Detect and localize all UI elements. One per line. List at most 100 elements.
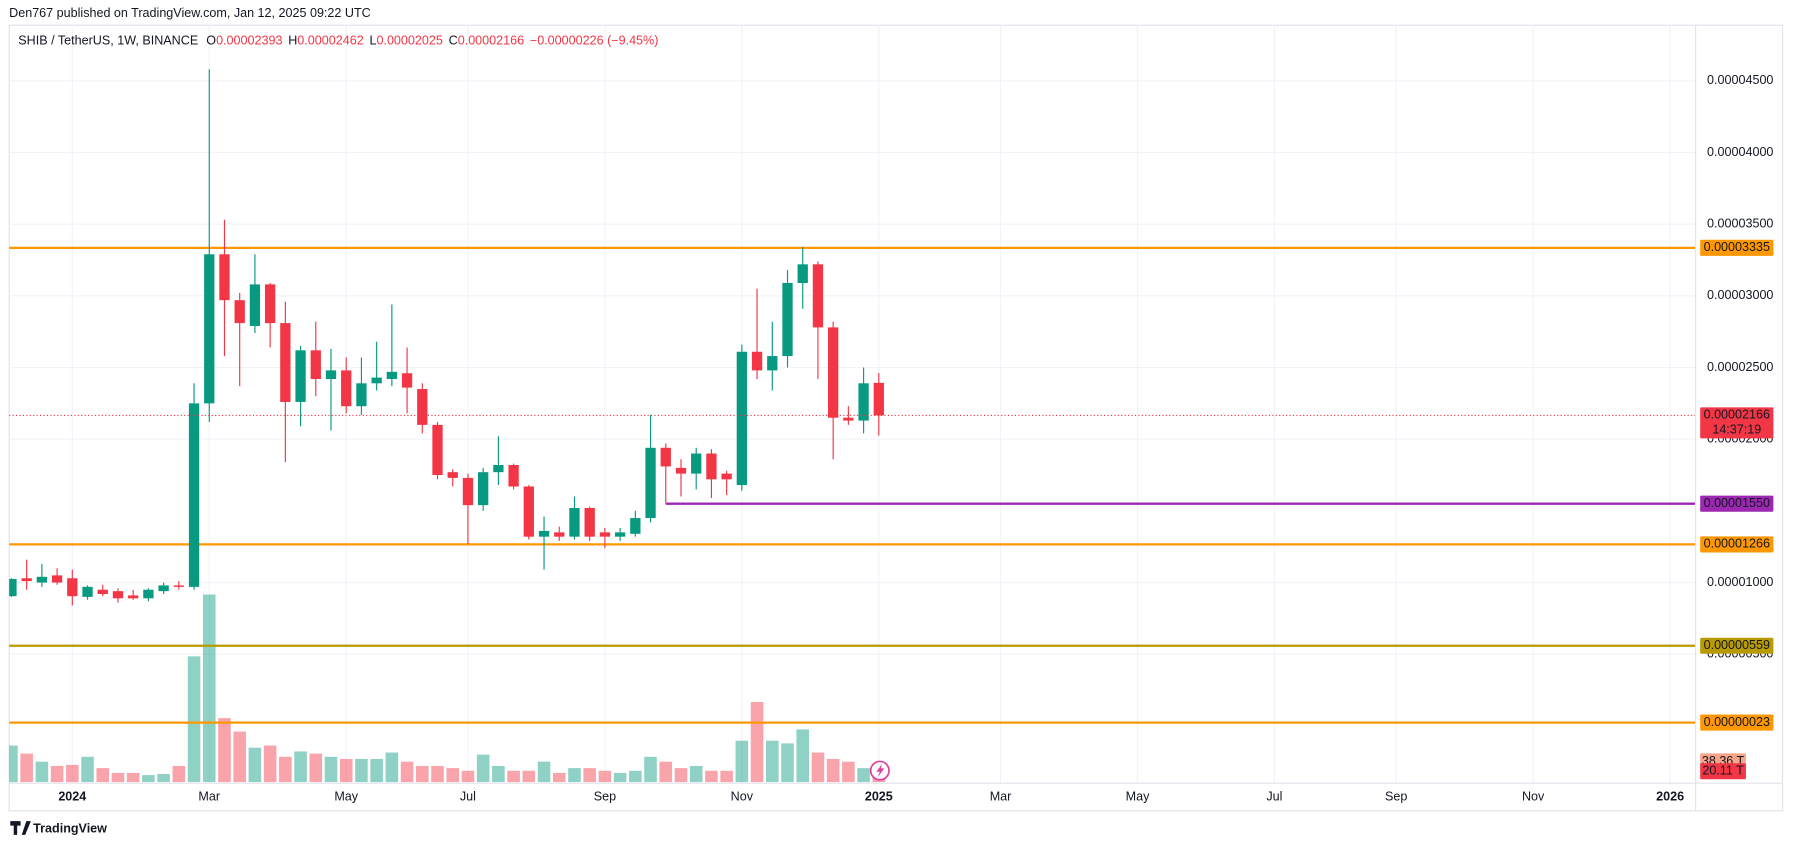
x-tick-label: 2024	[58, 789, 86, 803]
volume-bar	[324, 756, 338, 783]
candle-body	[386, 371, 398, 379]
candle-body	[264, 284, 276, 324]
candle-body	[767, 356, 778, 371]
x-tick-label: Nov	[731, 789, 754, 803]
volume-bar	[233, 731, 246, 783]
legend-prefix: C	[449, 34, 458, 48]
volume-bar	[826, 758, 840, 783]
candle-body	[310, 350, 321, 379]
volume-bar	[750, 702, 764, 783]
volume-bar	[279, 756, 292, 783]
candle-body	[797, 264, 808, 283]
volume-bar	[172, 765, 186, 783]
volume-bar	[20, 753, 33, 783]
volume-label: 20.11 T	[1702, 764, 1744, 778]
volume-bar	[218, 718, 231, 783]
candle-body	[234, 300, 245, 324]
symbol: SHIB / TetherUS, 1W, BINANCE	[18, 34, 198, 48]
y-tick-label: 0.00001000	[1707, 575, 1773, 589]
volume-bar	[263, 745, 277, 783]
volume-bar	[781, 743, 794, 783]
legend-high: 0.00002462	[297, 34, 363, 48]
volume-bar	[552, 772, 566, 783]
candle-body	[751, 351, 763, 371]
candle-body	[341, 370, 352, 407]
candle-body	[812, 264, 824, 328]
x-tick-label: 2025	[865, 789, 893, 803]
level-label-box	[1700, 637, 1774, 654]
volume-bar	[431, 765, 444, 783]
candle-body	[599, 532, 611, 537]
x-tick-label: Mar	[198, 789, 220, 803]
legend-close: 0.00002166	[458, 34, 524, 48]
volume-bar	[400, 761, 414, 783]
volume-bar	[9, 745, 18, 783]
candle-body	[432, 424, 443, 476]
volume-bar	[720, 770, 733, 783]
volume-bar	[35, 761, 49, 783]
volume-bar	[644, 756, 657, 783]
candle-body	[584, 508, 595, 537]
volume-bar	[339, 758, 353, 783]
publish-info: Den767 published on TradingView.com, Jan…	[9, 6, 371, 20]
level-label: 0.00000023	[1704, 715, 1770, 729]
x-tick-label: Sep	[1385, 789, 1407, 803]
candle-body	[858, 383, 869, 421]
candle-body	[691, 453, 702, 474]
candle-body	[447, 472, 458, 478]
volume-bar	[157, 774, 170, 783]
candle-body	[9, 578, 17, 597]
candle-body	[128, 595, 139, 599]
candle-body	[204, 254, 215, 404]
axes: 0.000005000.000010000.000020000.00002500…	[58, 73, 1773, 803]
candle-body	[97, 589, 108, 595]
level-label-box	[1700, 714, 1774, 731]
level-label: 0.00000559	[1704, 638, 1770, 652]
candle-body	[325, 370, 337, 379]
candle-body	[158, 585, 169, 592]
level-label: 0.00001266	[1704, 537, 1770, 551]
volume-bar	[674, 768, 688, 783]
candle-body	[143, 589, 154, 599]
volume-bar	[370, 758, 383, 783]
candle-body	[173, 585, 184, 587]
volume-bar	[568, 768, 581, 783]
volume-bar	[355, 758, 368, 783]
volume-bar	[598, 770, 612, 783]
candle-body	[36, 576, 48, 583]
volume-bar	[111, 772, 125, 783]
volume-bar	[522, 770, 536, 783]
volume-bar	[142, 775, 155, 783]
volume-bar	[842, 761, 855, 783]
legend-prefix: O	[206, 34, 216, 48]
candle-body	[401, 373, 413, 388]
footer-brand: TradingView	[33, 821, 107, 835]
candle-body	[417, 389, 428, 425]
legend: SHIB / TetherUS, 1W, BINANCE O0.00002393…	[18, 34, 658, 48]
level-label: 0.00001550	[1704, 496, 1770, 510]
volume-bar	[446, 768, 460, 783]
x-tick-label: May	[334, 789, 358, 803]
x-tick-label: 2026	[1656, 789, 1684, 803]
legend-prefix: L	[369, 34, 376, 48]
candle-body	[538, 530, 550, 537]
volume-bar	[476, 754, 490, 783]
x-tick-label: Mar	[990, 789, 1012, 803]
candle-body	[82, 586, 93, 597]
candle-body	[675, 467, 687, 474]
candle-body	[67, 578, 78, 597]
candle-body	[645, 447, 656, 519]
candle-body	[721, 473, 732, 480]
volume-bar	[385, 752, 399, 783]
candle-body	[660, 447, 671, 467]
volume-bar	[613, 772, 627, 783]
candle-body	[280, 323, 291, 402]
volume-bar	[461, 770, 475, 783]
candle-body	[554, 532, 565, 537]
candle-body	[843, 417, 854, 421]
level-label-box	[1700, 536, 1774, 553]
candle-body	[478, 472, 489, 506]
